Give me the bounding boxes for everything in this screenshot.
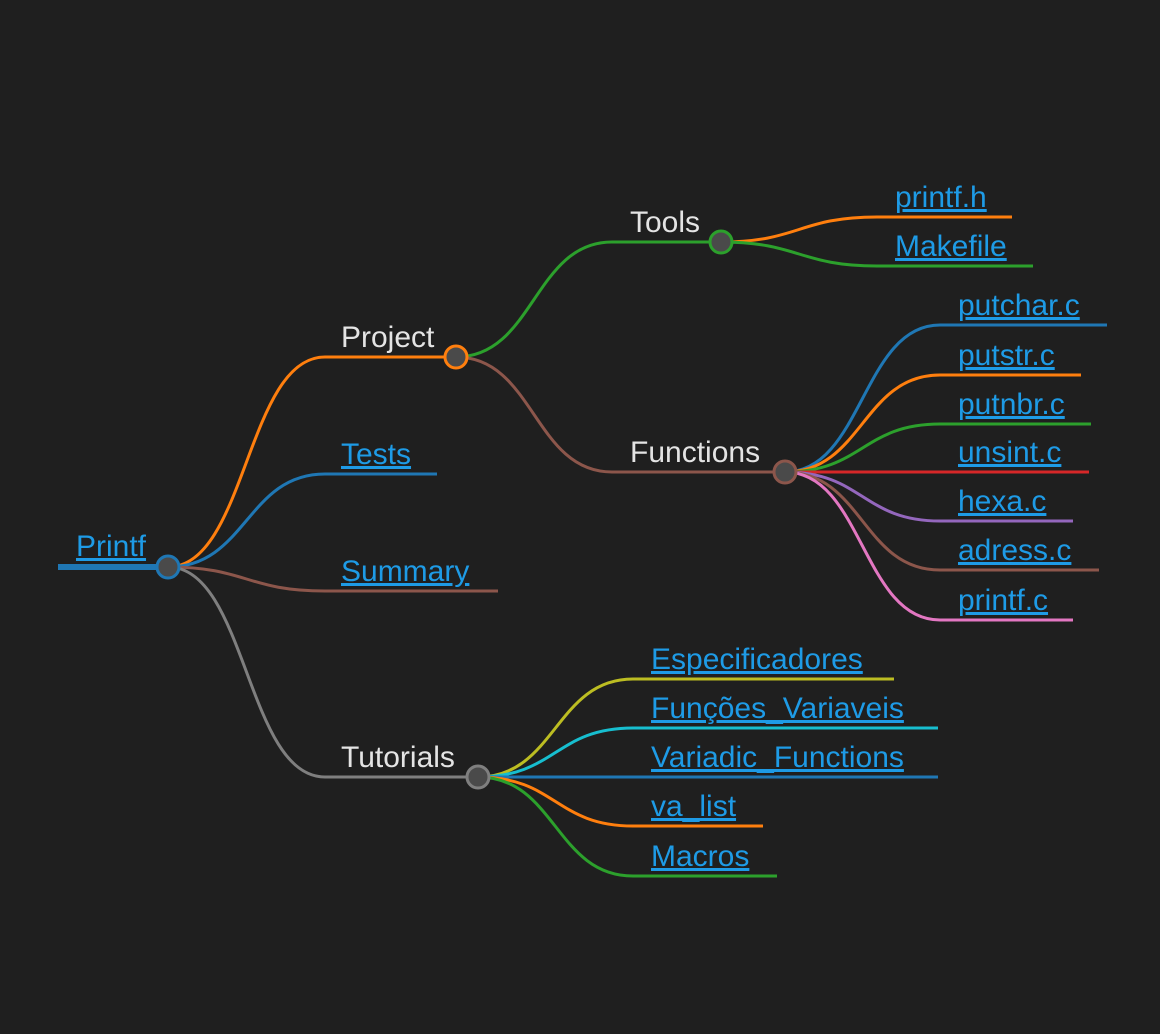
project-knob[interactable] (443, 344, 469, 370)
edge-project (167, 355, 456, 569)
tutorials-knob[interactable] (465, 764, 491, 790)
leaf-macros-link[interactable]: Macros (651, 840, 749, 873)
edge-summary (167, 565, 498, 593)
leaf-putstr-c-link[interactable]: putstr.c (958, 339, 1055, 372)
leaf-printf-c-link[interactable]: printf.c (958, 584, 1048, 617)
edge-leaf-putstr-c (784, 373, 1081, 474)
edge-leaf-putnbr-c (784, 422, 1091, 474)
edge-tools (455, 240, 721, 359)
tools-knob[interactable] (708, 229, 734, 255)
leaf-va-list-link[interactable]: va_list (651, 790, 737, 823)
leaf-unsint-c-link[interactable]: unsint.c (958, 436, 1061, 469)
mindmap-knobs (155, 229, 798, 790)
root-node-label[interactable]: Printf (76, 530, 147, 563)
edge-tests (167, 472, 437, 569)
node-tutorials-label: Tutorials (341, 741, 455, 774)
edge-leaf-putchar-c (784, 323, 1107, 474)
functions-knob[interactable] (772, 459, 798, 485)
leaf-variadic-functions-link[interactable]: Variadic_Functions (651, 741, 904, 774)
edge-leaf-fun-es-variaveis (477, 726, 938, 779)
edge-leaf-hexa-c (784, 470, 1073, 523)
node-tools-label: Tools (630, 206, 700, 239)
edge-leaf-macros (477, 775, 777, 878)
mindmap-edges (167, 215, 1107, 878)
leaf-putnbr-c-link[interactable]: putnbr.c (958, 388, 1065, 421)
edge-functions (455, 355, 785, 474)
leaf-printf-h-link[interactable]: printf.h (895, 181, 987, 214)
node-functions-label: Functions (630, 436, 760, 469)
edge-leaf-va-list (477, 775, 763, 828)
leaf-adress-c-link[interactable]: adress.c (958, 534, 1071, 567)
leaf-makefile-link[interactable]: Makefile (895, 230, 1007, 263)
root-knob[interactable] (155, 554, 181, 580)
edge-leaf-makefile (720, 240, 1033, 268)
edge-leaf-printf-h (720, 215, 1012, 244)
leaf-putchar-c-link[interactable]: putchar.c (958, 289, 1080, 322)
edge-leaf-especificadores (477, 677, 894, 779)
leaf-especificadores-link[interactable]: Especificadores (651, 643, 863, 676)
mindmap-labels: Printf Project Tools printf.h Makefile Functi… (76, 181, 1080, 873)
edge-leaf-adress-c (784, 470, 1099, 572)
edge-leaf-printf-c (784, 470, 1073, 622)
node-project-label: Project (341, 321, 435, 354)
leaf-hexa-c-link[interactable]: hexa.c (958, 485, 1046, 518)
node-tests-label[interactable]: Tests (341, 438, 411, 471)
edge-tutorials (167, 565, 478, 779)
node-summary-label[interactable]: Summary (341, 555, 469, 588)
leaf-fun-es-variaveis-link[interactable]: Funções_Variaveis (651, 692, 904, 725)
